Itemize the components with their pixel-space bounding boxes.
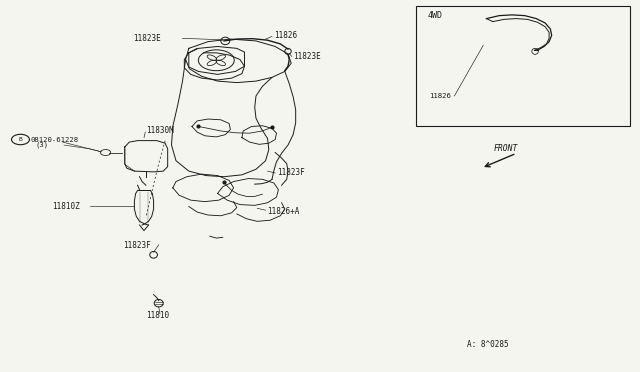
- Text: 11826+A: 11826+A: [268, 207, 300, 216]
- Text: FRONT: FRONT: [494, 144, 518, 153]
- Text: 11823F: 11823F: [277, 169, 305, 177]
- Text: 11826: 11826: [429, 93, 451, 99]
- Text: 11826: 11826: [274, 31, 297, 40]
- Bar: [416, 6, 630, 126]
- Text: 11823E: 11823E: [293, 52, 321, 61]
- Text: 4WD: 4WD: [428, 12, 442, 20]
- Text: 11810Z: 11810Z: [52, 202, 80, 211]
- Text: 11823E: 11823E: [134, 34, 161, 43]
- Text: 11830M: 11830M: [146, 126, 173, 135]
- Text: 11810: 11810: [146, 311, 169, 320]
- Text: A: 8^0285: A: 8^0285: [467, 340, 509, 349]
- Text: B: B: [19, 137, 22, 142]
- Text: 11823F: 11823F: [123, 241, 150, 250]
- Text: 08120-61228: 08120-61228: [31, 137, 79, 142]
- Text: (3): (3): [35, 142, 49, 148]
